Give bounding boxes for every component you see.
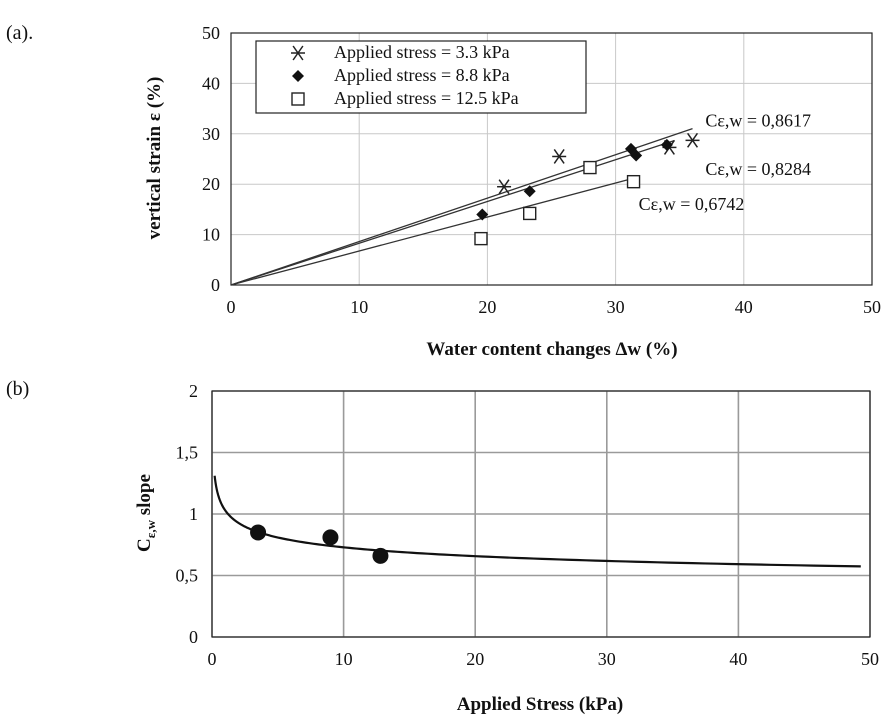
panel-a-label: (a). [6, 22, 33, 44]
slope-annotation: Cε,w = 0,8284 [705, 159, 811, 179]
panel-a-x-tick-labels: 0 10 20 30 40 50 [227, 297, 882, 317]
legend-marker-stroke [292, 45, 304, 61]
panel-b-y-axis-title: Cε,w slope [134, 474, 158, 552]
slope-annotation: Cε,w = 0,8617 [705, 111, 811, 131]
data-point-series-1-stroke [687, 132, 699, 148]
panel-b-plot-frame [211, 390, 871, 638]
panel-a-y-tick-labels: 0 10 20 30 40 50 [202, 23, 220, 295]
data-point [250, 524, 267, 541]
y-tick-label: 0,5 [176, 566, 199, 586]
x-tick-label: 40 [735, 297, 753, 317]
y-tick-label: 40 [202, 73, 220, 93]
y-tick-label: 20 [202, 174, 220, 194]
data-point-series-2-shape [630, 149, 643, 162]
data-point-series-1-stroke [498, 179, 510, 195]
data-point-series-1 [552, 149, 567, 164]
panel-a-y-axis-title: vertical strain ε (%) [144, 77, 165, 240]
data-point-series-3 [474, 231, 488, 246]
y-tick-label: 1,5 [176, 443, 199, 463]
panel-b-data-points [250, 524, 389, 564]
x-tick-label: 10 [335, 649, 353, 669]
panel-b-x-tick-labels: 0 10 20 30 40 50 [208, 649, 880, 669]
data-point-series-2 [660, 138, 673, 151]
panel-a-data-points [474, 132, 700, 246]
x-tick-label: 40 [729, 649, 747, 669]
legend-entry-3-3-kpa: Applied stress = 3.3 kPa [334, 42, 510, 62]
legend-entry-8-8-kpa: Applied stress = 8.8 kPa [334, 65, 510, 85]
fit-line-series-2 [230, 139, 675, 286]
x-tick-label: 0 [208, 649, 217, 669]
legend-marker [291, 45, 305, 61]
data-point-series-3-shape [474, 231, 488, 246]
data-point-series-1 [685, 132, 700, 148]
data-point-series-2 [476, 208, 489, 221]
legend-box [255, 40, 587, 114]
data-point [322, 529, 339, 546]
fit-line-series-1 [230, 128, 693, 286]
panel-b-x-axis-title: Applied Stress (kPa) [457, 694, 623, 715]
panel-a-plot-frame [230, 32, 873, 286]
x-tick-label: 10 [350, 297, 368, 317]
legend-marker-shape [292, 70, 304, 82]
y-tick-label: 10 [202, 225, 220, 245]
fit-line-series-3 [230, 177, 634, 286]
data-point-series-3 [583, 160, 597, 175]
y-tick-label: 1 [189, 504, 198, 524]
panel-a-slope-annotations: Cε,w = 0,8617 Cε,w = 0,8284 Cε,w = 0,6742 [639, 111, 811, 214]
data-point-series-3 [523, 206, 537, 221]
panel-a-legend: Applied stress = 3.3 kPa Applied stress … [255, 40, 587, 114]
legend-asterisk-marker [291, 45, 305, 61]
panel-b-trend-curve [213, 475, 861, 568]
data-point-series-2 [523, 185, 536, 198]
data-point-series-3-shape [626, 174, 641, 189]
panel-a-fit-lines [230, 128, 693, 286]
x-tick-label: 0 [227, 297, 236, 317]
x-tick-label: 30 [598, 649, 616, 669]
data-point-series-3-shape [523, 206, 537, 221]
legend-entry-12-5-kpa: Applied stress = 12.5 kPa [334, 88, 519, 108]
y-tick-label: 0 [189, 627, 198, 647]
data-point-series-3 [626, 174, 641, 189]
data-point-series-2-shape [523, 185, 536, 198]
legend-square-marker [291, 92, 305, 106]
y-tick-label: 0 [211, 275, 220, 295]
x-tick-label: 50 [861, 649, 879, 669]
legend-marker [292, 70, 304, 82]
legend-diamond-marker [292, 70, 304, 82]
panel-b-slope-vs-applied-stress: (b) 0 10 20 30 40 50 0 0,5 1 1,5 2 Applied Stress… [6, 378, 879, 715]
panel-a-strain-vs-water-content: (a). 0 10 20 30 40 50 0 10 20 30 40 50 Water conte… [6, 22, 881, 360]
slope-annotation: Cε,w = 0,6742 [639, 194, 745, 214]
data-point-series-1-stroke [553, 149, 565, 164]
panel-b-label: (b) [6, 378, 29, 400]
y-tick-label: 30 [202, 124, 220, 144]
x-tick-label: 50 [863, 297, 881, 317]
panel-a-x-axis-title: Water content changes Δw (%) [426, 339, 677, 360]
y-tick-label: 50 [202, 23, 220, 43]
data-point-series-1 [497, 179, 512, 195]
panel-b-grid [211, 390, 871, 638]
data-point-series-2 [630, 149, 643, 162]
x-tick-label: 20 [466, 649, 484, 669]
data-point-series-2-shape [476, 208, 489, 221]
data-point-series-2-shape [660, 138, 673, 151]
x-tick-label: 20 [478, 297, 496, 317]
legend-marker [291, 92, 305, 106]
panel-b-y-tick-labels: 0 0,5 1 1,5 2 [176, 381, 199, 647]
data-point-series-3-shape [583, 160, 597, 175]
legend-marker-shape [291, 92, 305, 106]
y-tick-label: 2 [189, 381, 198, 401]
data-point [372, 547, 389, 564]
x-tick-label: 30 [607, 297, 625, 317]
